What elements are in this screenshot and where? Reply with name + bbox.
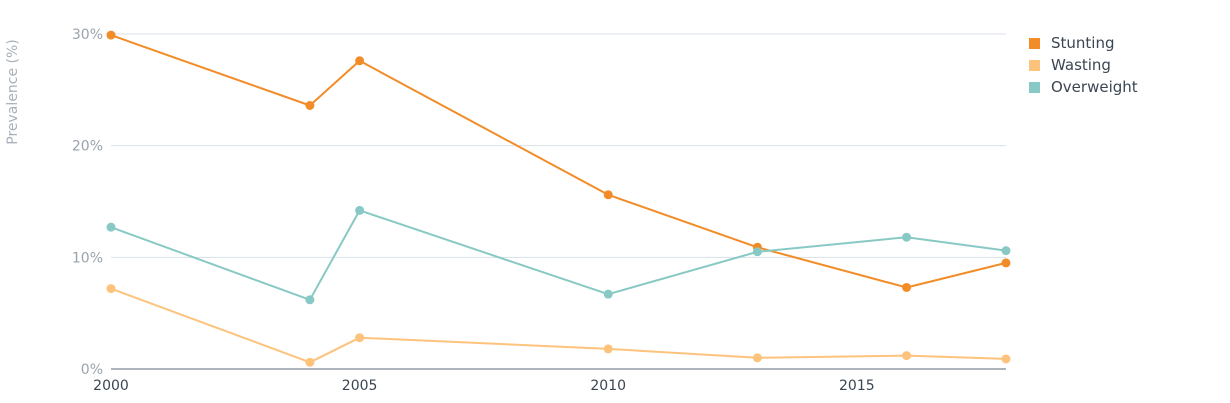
legend-label-wasting[interactable]: Wasting <box>1051 56 1111 74</box>
data-point-wasting[interactable] <box>106 284 116 294</box>
data-point-wasting[interactable] <box>355 333 365 343</box>
data-point-overweight[interactable] <box>902 232 912 242</box>
data-point-stunting[interactable] <box>355 56 365 66</box>
data-point-wasting[interactable] <box>1001 354 1011 364</box>
data-point-wasting[interactable] <box>305 357 315 367</box>
x-axis-ticks: 2000 2005 2010 2015 <box>93 378 874 394</box>
legend-label-overweight[interactable]: Overweight <box>1051 78 1138 96</box>
y-axis-ticks: 0% 10% 20% 30% <box>72 27 103 378</box>
series-line-stunting <box>110 34 1007 289</box>
legend-swatch-wasting <box>1029 60 1040 71</box>
data-point-stunting[interactable] <box>603 190 613 200</box>
data-point-wasting[interactable] <box>752 353 762 363</box>
y-tick-label: 30% <box>72 27 103 43</box>
series-line-overweight <box>110 209 1007 301</box>
x-tick-label: 2000 <box>93 378 129 394</box>
data-point-stunting[interactable] <box>902 282 912 292</box>
series-lines <box>110 34 1007 364</box>
series-line-wasting <box>110 287 1007 364</box>
data-point-overweight[interactable] <box>752 247 762 257</box>
data-point-wasting[interactable] <box>902 351 912 361</box>
legend-label-stunting[interactable]: Stunting <box>1051 34 1115 52</box>
data-point-overweight[interactable] <box>1001 246 1011 256</box>
data-point-overweight[interactable] <box>355 205 365 215</box>
y-axis-label: Prevalence (%) <box>5 39 21 145</box>
x-tick-label: 2005 <box>342 378 378 394</box>
data-point-stunting[interactable] <box>106 30 116 40</box>
data-point-overweight[interactable] <box>305 295 315 305</box>
data-point-overweight[interactable] <box>603 289 613 299</box>
grid-lines <box>111 33 1006 258</box>
series-points <box>106 30 1011 367</box>
data-point-stunting[interactable] <box>1001 258 1011 268</box>
x-tick-label: 2015 <box>839 378 875 394</box>
legend-swatch-overweight <box>1029 82 1040 93</box>
legend-swatch-stunting <box>1029 38 1040 49</box>
legend: Stunting Wasting Overweight <box>1029 34 1138 96</box>
y-tick-label: 10% <box>72 250 103 266</box>
y-tick-label: 0% <box>81 362 103 378</box>
data-point-wasting[interactable] <box>603 344 613 354</box>
y-tick-label: 20% <box>72 139 103 155</box>
data-point-overweight[interactable] <box>106 222 116 232</box>
x-tick-label: 2010 <box>590 378 626 394</box>
data-point-stunting[interactable] <box>305 100 315 110</box>
